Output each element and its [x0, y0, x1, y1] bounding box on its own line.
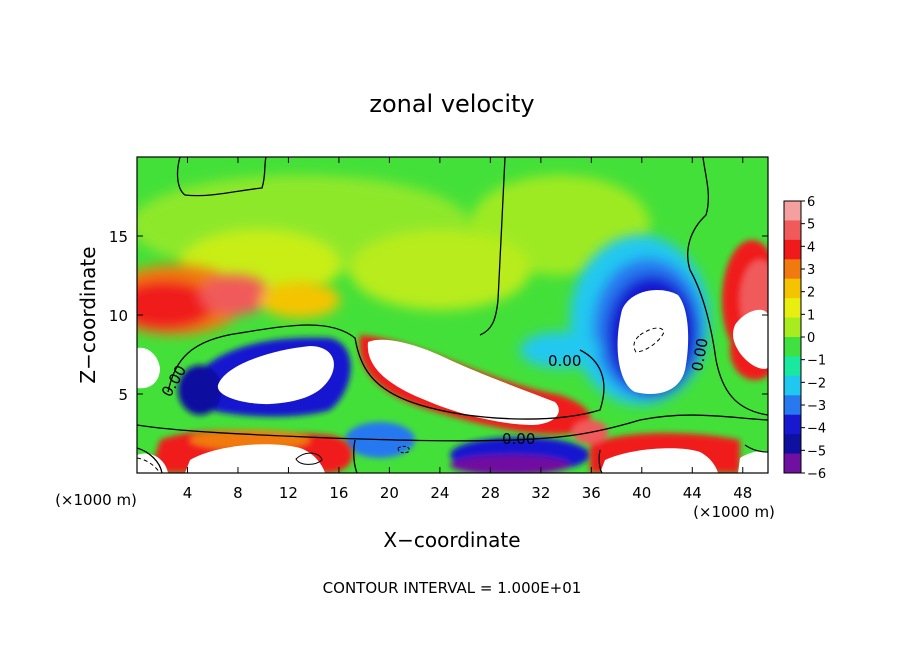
x-tick-label: 20	[380, 484, 399, 502]
contour-label: 0.00	[688, 337, 712, 373]
y-tick-label: 10	[109, 307, 128, 325]
x-tick-label: 40	[632, 484, 651, 502]
x-tick-label: 4	[183, 484, 193, 502]
x-tick-label: 28	[481, 484, 500, 502]
y-tick-label: 5	[118, 386, 128, 404]
colorbar-label: −2	[807, 376, 826, 391]
y-axis-ticks: 5 10 15	[109, 228, 768, 404]
colorbar-swatch	[784, 278, 801, 299]
colorbar-label: −5	[807, 444, 826, 459]
x-axis-unit-left: (×1000 m)	[55, 491, 137, 509]
x-tick-label: 48	[733, 484, 752, 502]
x-tick-label: 12	[279, 484, 298, 502]
y-axis-label: Z−coordinate	[76, 246, 100, 383]
field-offscale-regions	[137, 290, 768, 473]
contour-interval-footer: CONTOUR INTERVAL = 1.000E+01	[323, 579, 582, 597]
colorbar-label: 5	[807, 218, 815, 233]
colorbar-label: −6	[807, 467, 826, 482]
colorbar-swatch	[784, 259, 801, 280]
colorbar-label: 1	[807, 308, 815, 323]
colorbar-label: −4	[807, 422, 826, 437]
colorbar-swatch	[784, 220, 801, 241]
colorbar-swatch	[784, 375, 801, 396]
field-warm-left	[137, 265, 340, 335]
colorbar-swatch	[784, 356, 801, 377]
x-axis-ticks: 4 8 12 16 20 24 28 32 36 40 44 48	[183, 157, 752, 502]
x-tick-label: 24	[430, 484, 449, 502]
colorbar-swatch	[784, 434, 801, 455]
colorbar-swatch	[784, 201, 801, 221]
colorbar-label: 6	[807, 195, 815, 210]
colorbar-swatch	[784, 395, 801, 416]
chart-title: zonal velocity	[369, 90, 534, 118]
colorbar-label: −1	[807, 354, 826, 369]
x-tick-label: 44	[683, 484, 702, 502]
x-tick-label: 8	[233, 484, 243, 502]
y-tick-label: 15	[109, 228, 128, 246]
x-axis-label: X−coordinate	[383, 528, 520, 552]
colorbar-swatch	[784, 337, 801, 357]
x-tick-label: 32	[531, 484, 550, 502]
colorbar-label: 3	[807, 263, 815, 278]
colorbar-swatch	[784, 453, 801, 474]
x-tick-label: 16	[329, 484, 348, 502]
contour-lines	[137, 157, 768, 473]
x-tick-label: 36	[582, 484, 601, 502]
colorbar-swatch	[784, 298, 801, 319]
colorbar: 6 5 4 3 2 1 0 −1 −2 −3 −4 −5 −6	[783, 195, 826, 482]
colorbar-swatch	[784, 414, 801, 435]
colorbar-label: 2	[807, 286, 815, 301]
colorbar-swatch	[784, 317, 801, 338]
colorbar-label: 4	[807, 240, 815, 255]
colorbar-label: 0	[807, 331, 815, 346]
contour-label: 0.00	[548, 352, 581, 370]
colorbar-swatch	[784, 239, 801, 260]
contour-label: 0.00	[502, 430, 535, 448]
plot-area: 0.00 0.00 0.00 0.00	[137, 157, 768, 473]
colorbar-label: −3	[807, 399, 826, 414]
x-axis-unit-right: (×1000 m)	[693, 503, 775, 521]
